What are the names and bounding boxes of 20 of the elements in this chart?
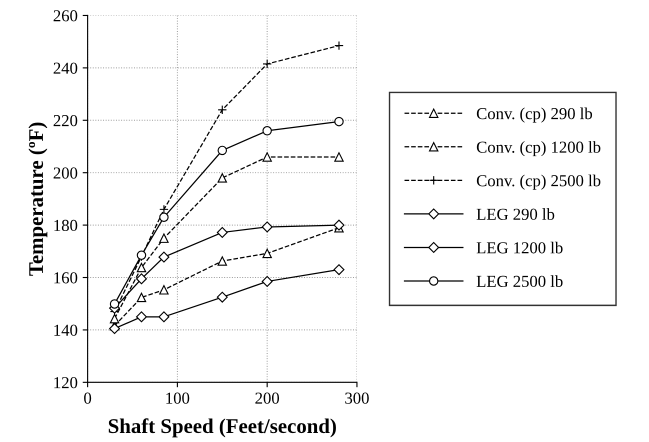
x-tick-label: 300 [345,392,369,404]
y-tick-label: 120 [54,377,78,388]
x-axis-title: Shaft Speed (Feet/second) [108,418,336,438]
x-tick-label: 100 [166,392,190,404]
y-axis-title: Temperature (ºF) [28,122,48,276]
y-tick-label: 180 [54,220,78,232]
legend-label: Conv. (cp) 1200 lb [476,141,600,156]
x-tick-label: 200 [255,392,280,404]
legend-label: LEG 2500 lb [476,275,563,287]
x-tick-label: 0 [84,392,92,404]
legend-label: LEG 1200 lb [476,242,563,254]
y-tick-label: 160 [54,272,78,284]
legend-label: Conv. (cp) 2500 lb [476,174,600,190]
legend-label: LEG 290 lb [476,208,554,220]
legend-label: Conv. (cp) 290 lb [476,108,592,123]
y-tick-label: 140 [54,324,78,336]
y-tick-label: 260 [54,10,78,22]
y-tick-label: 220 [54,114,78,126]
y-tick-label: 200 [54,167,78,179]
y-tick-label: 240 [54,62,78,74]
